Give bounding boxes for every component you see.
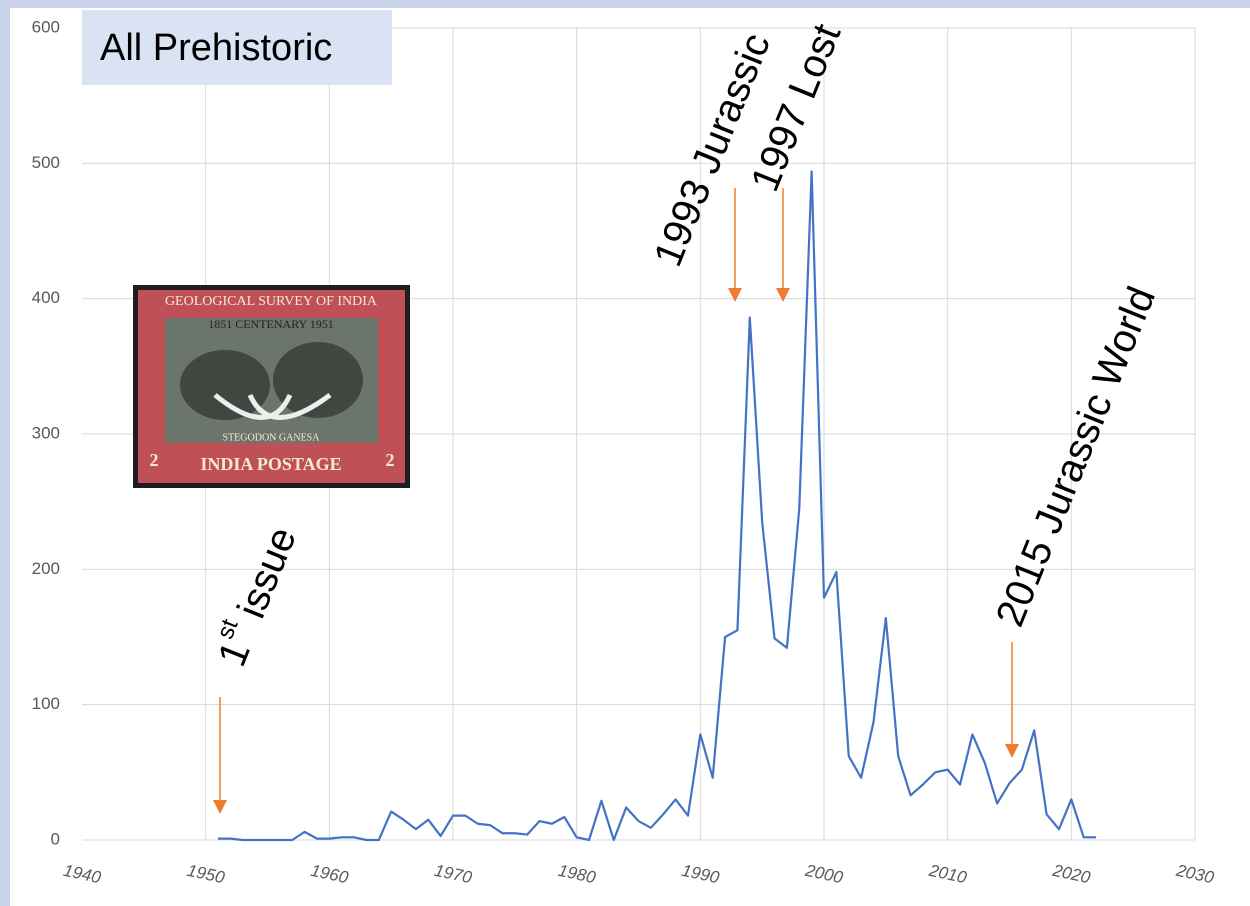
y-tick-label: 500	[32, 153, 60, 172]
chart-title: All Prehistoric	[100, 27, 332, 69]
data-line	[218, 170, 1097, 842]
y-tick-label: 0	[51, 829, 60, 848]
stamp-tusks	[213, 392, 332, 420]
y-tick-label: 100	[32, 694, 60, 713]
stamp: GEOLOGICAL SURVEY OF INDIA 1851 CENTENAR…	[133, 285, 410, 488]
marks	[218, 170, 1097, 842]
title-box	[82, 10, 392, 85]
stamp-text: 2	[386, 450, 395, 470]
y-tick-label: 300	[32, 423, 60, 442]
y-tick-label: 400	[32, 288, 60, 307]
stamp-elephant	[180, 350, 270, 420]
stamp-text: 1851 CENTENARY 1951	[208, 317, 334, 331]
annotation-arrowhead	[1005, 744, 1019, 758]
stamp-elephant	[273, 342, 363, 418]
stamp-text: STEGODON GANESA	[223, 432, 321, 443]
annotation-arrowhead	[728, 288, 742, 302]
y-tick-label: 200	[32, 559, 60, 578]
annotation-arrowhead	[213, 800, 227, 814]
stamp-text: INDIA POSTAGE	[200, 454, 341, 474]
y-tick-label: 600	[32, 17, 60, 36]
stamp-text: GEOLOGICAL SURVEY OF INDIA	[165, 294, 378, 309]
stamp-text: 2	[150, 450, 159, 470]
annotation-arrowhead	[776, 288, 790, 302]
